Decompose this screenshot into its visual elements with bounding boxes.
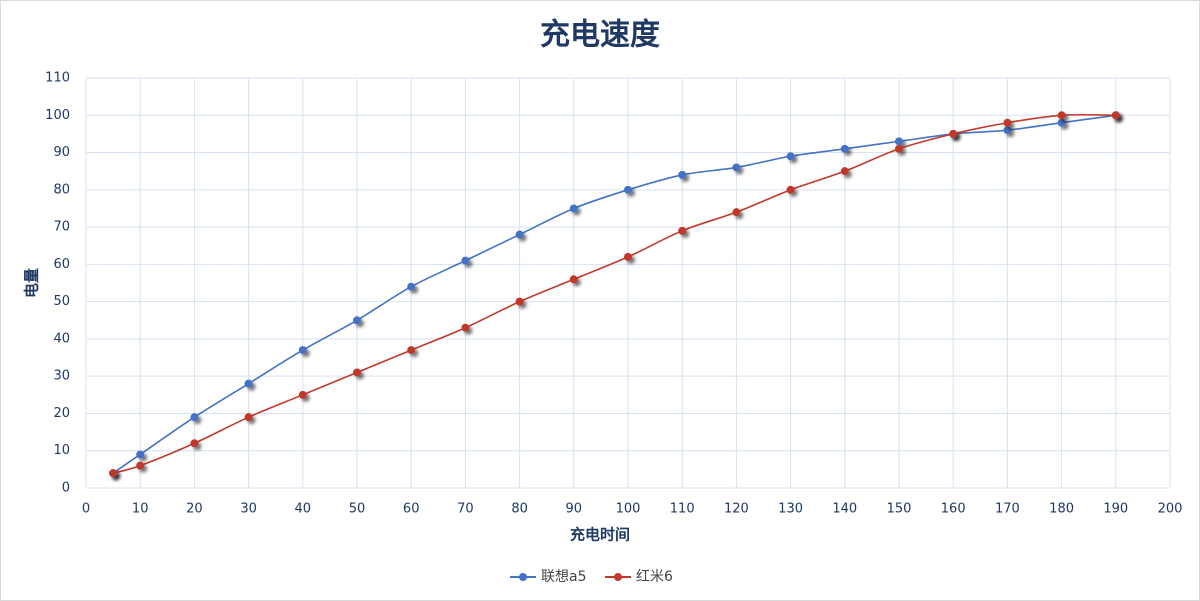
data-point (949, 129, 958, 138)
data-point (1057, 111, 1066, 120)
data-point (895, 137, 903, 146)
y-tick-label: 0 (62, 481, 70, 496)
y-tick-label: 40 (53, 331, 70, 346)
data-point (136, 461, 145, 470)
x-tick-label: 130 (778, 502, 803, 517)
data-point (190, 413, 199, 422)
x-tick-label: 20 (186, 502, 203, 517)
y-tick-label: 20 (53, 406, 70, 421)
series-line (112, 113, 1116, 474)
data-point (569, 275, 578, 284)
y-tick-label: 70 (53, 220, 70, 235)
data-point (895, 144, 903, 153)
x-tick-label: 180 (1049, 502, 1074, 517)
x-tick-label: 140 (832, 502, 857, 517)
data-point (624, 252, 632, 261)
data-point (461, 323, 470, 332)
x-tick-label: 80 (511, 502, 528, 517)
data-point (624, 185, 632, 194)
legend-marker (614, 573, 622, 581)
data-point (244, 379, 253, 388)
data-point (298, 346, 307, 355)
data-point (244, 413, 253, 422)
x-tick-label: 90 (566, 502, 583, 517)
data-point (136, 450, 145, 459)
y-tick-label: 10 (53, 443, 70, 458)
x-tick-label: 30 (240, 502, 257, 517)
data-point (298, 390, 307, 399)
data-point (732, 163, 741, 172)
x-tick-label: 190 (1103, 502, 1128, 517)
data-point (1111, 111, 1120, 120)
x-axis-title: 充电时间 (570, 526, 630, 544)
data-point (407, 282, 416, 291)
x-tick-label: 100 (616, 502, 641, 517)
y-tick-label: 110 (45, 71, 70, 86)
x-tick-label: 200 (1158, 502, 1183, 517)
x-tick-label: 160 (941, 502, 966, 517)
data-point (461, 256, 470, 265)
x-tick-label: 120 (724, 502, 749, 517)
y-tick-label: 60 (53, 257, 70, 272)
data-point (353, 368, 361, 377)
y-tick-label: 90 (53, 145, 70, 160)
data-point (109, 469, 118, 478)
legend-label: 联想a5 (541, 569, 587, 585)
data-point (353, 316, 361, 325)
x-tick-label: 10 (132, 502, 149, 517)
y-axis-title: 电量 (23, 268, 41, 298)
y-tick-label: 30 (53, 369, 70, 384)
x-tick-label: 50 (349, 502, 366, 517)
y-tick-label: 80 (53, 182, 70, 197)
x-tick-label: 0 (82, 502, 90, 517)
data-point (1003, 118, 1012, 127)
data-point (190, 439, 199, 448)
legend-label: 红米6 (636, 569, 673, 585)
data-point (515, 230, 524, 239)
x-tick-label: 60 (403, 502, 420, 517)
y-tick-label: 50 (53, 294, 70, 309)
data-point (732, 208, 741, 217)
data-point (1003, 126, 1012, 135)
x-tick-label: 170 (995, 502, 1020, 517)
data-point (1057, 118, 1066, 127)
data-point (786, 152, 795, 161)
x-tick-label: 110 (670, 502, 695, 517)
x-tick-label: 150 (887, 502, 912, 517)
legend-marker (519, 573, 527, 581)
data-point (569, 204, 578, 213)
data-point (407, 346, 416, 355)
data-point (678, 170, 687, 179)
data-point (515, 297, 524, 306)
y-tick-label: 100 (45, 108, 70, 123)
data-point (678, 226, 687, 235)
x-tick-label: 40 (295, 502, 312, 517)
chart-title: 充电速度 (540, 18, 660, 53)
data-point (840, 167, 849, 176)
data-point (786, 185, 795, 194)
x-tick-label: 70 (457, 502, 474, 517)
data-point (840, 144, 849, 153)
